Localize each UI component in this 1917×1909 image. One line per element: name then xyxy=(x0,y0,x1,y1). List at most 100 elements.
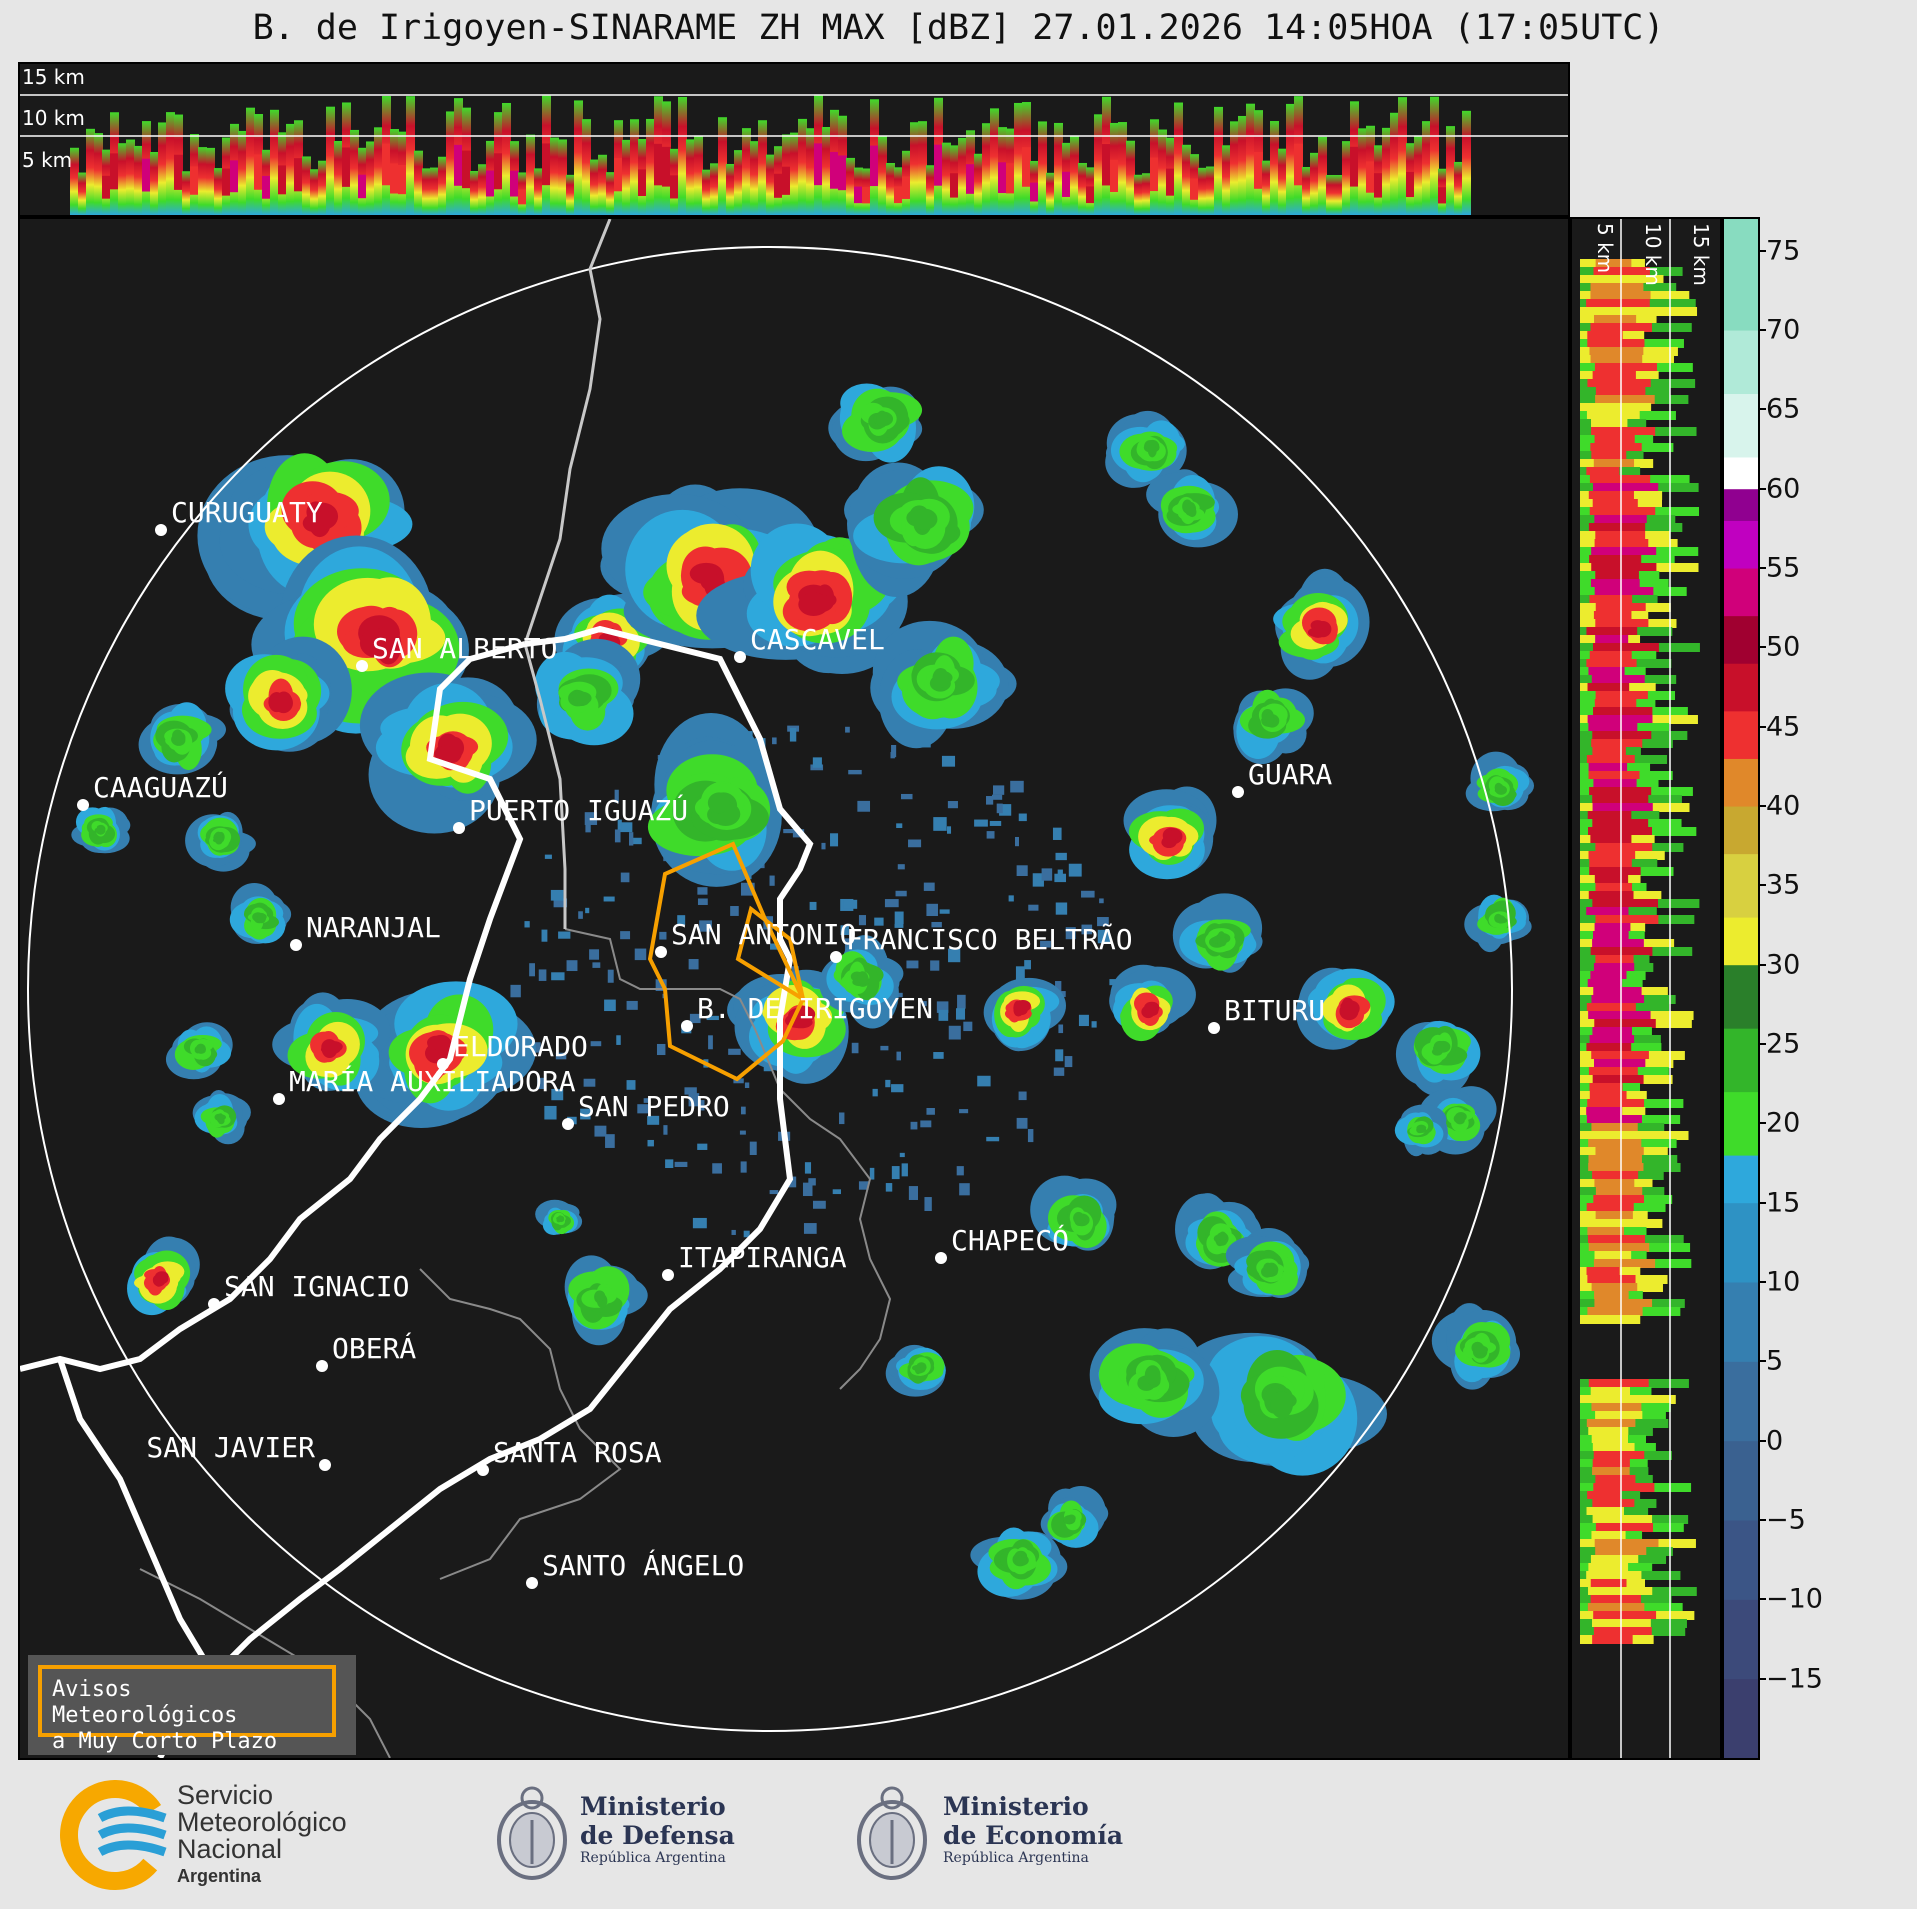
section-echo-core xyxy=(1595,843,1653,852)
radar-echo xyxy=(1065,927,1076,940)
radar-echo xyxy=(923,882,935,891)
section-echo xyxy=(686,139,695,215)
city-marker[interactable] xyxy=(77,799,89,811)
radar-echo xyxy=(689,1013,701,1024)
section-echo xyxy=(766,154,775,215)
city-marker[interactable] xyxy=(562,1118,574,1130)
section-echo-core xyxy=(1592,483,1659,492)
section-echo-core xyxy=(1594,1539,1659,1548)
city-marker[interactable] xyxy=(208,1298,220,1310)
radar-echo xyxy=(1041,868,1053,881)
radar-echo xyxy=(955,1008,966,1020)
radar-echo xyxy=(957,994,966,1009)
radar-echo xyxy=(845,726,850,733)
radar-echo xyxy=(911,508,938,530)
radar-echo xyxy=(1097,929,1110,944)
radar-echo xyxy=(891,1084,904,1093)
city-marker[interactable] xyxy=(437,1058,449,1070)
city-marker[interactable] xyxy=(453,822,465,834)
section-echo-core xyxy=(1592,1467,1630,1476)
radar-echo xyxy=(1054,873,1067,883)
city-marker[interactable] xyxy=(273,1093,285,1105)
section-echo-core xyxy=(510,170,519,197)
section-echo-core xyxy=(1589,1083,1623,1092)
radar-echo xyxy=(730,906,739,916)
section-echo xyxy=(1118,122,1127,215)
section-echo-core xyxy=(1588,1243,1650,1252)
radar-echo xyxy=(551,1088,564,1101)
radar-echo xyxy=(1016,865,1028,877)
section-echo xyxy=(118,143,127,215)
colorbar-band xyxy=(1724,1028,1758,1093)
radar-echo xyxy=(769,1190,779,1195)
section-echo-core xyxy=(1593,707,1653,716)
colorbar-tick-mark xyxy=(1760,1281,1766,1284)
section-echo-core xyxy=(462,150,471,189)
argentina-seal-icon xyxy=(497,1786,567,1880)
section-echo xyxy=(198,147,207,215)
avisos-panel[interactable]: Avisos Meteorológicos a Muy Corto Plazo xyxy=(28,1655,356,1755)
radar-echo xyxy=(692,1217,707,1229)
radar-map[interactable]: CURUGUATY SAN ALBERTO CASCAVEL CAAGUAZÚ GUAR… xyxy=(18,217,1570,1760)
city-marker[interactable] xyxy=(526,1577,538,1589)
city-marker[interactable] xyxy=(935,1252,947,1264)
section-echo-core xyxy=(774,173,783,198)
city-marker[interactable] xyxy=(734,651,746,663)
section-echo xyxy=(726,163,735,215)
radar-echo xyxy=(607,969,614,983)
section-echo xyxy=(1398,97,1407,215)
section-echo xyxy=(302,156,311,215)
city-marker[interactable] xyxy=(655,946,667,958)
city-marker[interactable] xyxy=(290,939,302,951)
avisos-box[interactable]: Avisos Meteorológicos a Muy Corto Plazo xyxy=(38,1665,336,1754)
city-marker[interactable] xyxy=(356,660,368,672)
section-echo-core xyxy=(398,164,407,195)
section-echo xyxy=(1270,121,1279,215)
section-echo-core xyxy=(1591,739,1643,748)
range-ring xyxy=(27,246,1513,1732)
city-marker[interactable] xyxy=(316,1360,328,1372)
section-echo-core xyxy=(542,143,551,186)
city-marker[interactable] xyxy=(155,524,167,536)
colorbar-tick-label: 55 xyxy=(1766,552,1801,584)
section-echo xyxy=(582,119,591,215)
colorbar-tick-mark xyxy=(1760,963,1766,966)
section-echo-core xyxy=(1587,811,1632,820)
section-echo-core xyxy=(894,186,903,204)
section-echo xyxy=(702,169,711,215)
city-marker[interactable] xyxy=(1208,1022,1220,1034)
section-echo-core xyxy=(934,144,943,186)
section-echo-core xyxy=(1592,731,1652,740)
city-marker[interactable] xyxy=(662,1269,674,1281)
section-echo-core xyxy=(454,144,463,186)
radar-echo xyxy=(914,1365,922,1375)
section-echo-core xyxy=(1591,1531,1626,1540)
section-echo-core xyxy=(1587,339,1645,348)
city-marker[interactable] xyxy=(830,951,842,963)
section-echo xyxy=(422,168,431,215)
section-echo xyxy=(246,107,255,215)
radar-echo xyxy=(697,1143,708,1150)
section-echo-core xyxy=(1586,1107,1623,1116)
city-marker[interactable] xyxy=(1232,786,1244,798)
warning-polygon[interactable] xyxy=(735,905,806,1004)
colorbar-tick-mark xyxy=(1760,646,1766,649)
colorbar-tick-mark xyxy=(1760,329,1766,332)
section-echo-core xyxy=(1588,1131,1649,1140)
section-echo-core xyxy=(1588,1139,1642,1148)
warning-polygon[interactable] xyxy=(647,841,806,1082)
section-echo xyxy=(710,163,719,215)
section-echo xyxy=(414,150,423,215)
radar-echo xyxy=(872,1088,878,1097)
city-marker[interactable] xyxy=(681,1020,693,1032)
city-marker[interactable] xyxy=(477,1464,489,1476)
section-echo-core xyxy=(1592,819,1649,828)
city-marker[interactable] xyxy=(319,1459,331,1471)
colorbar-band xyxy=(1724,520,1758,569)
colorbar-band xyxy=(1724,393,1758,458)
side-height-section: 5 km 10 km 15 km xyxy=(1570,217,1722,1760)
side-label-15km: 15 km xyxy=(1689,223,1713,286)
section-echo xyxy=(590,159,599,215)
city-label: MARÍA AUXILIADORA xyxy=(289,1064,576,1098)
section-echo xyxy=(70,147,79,215)
